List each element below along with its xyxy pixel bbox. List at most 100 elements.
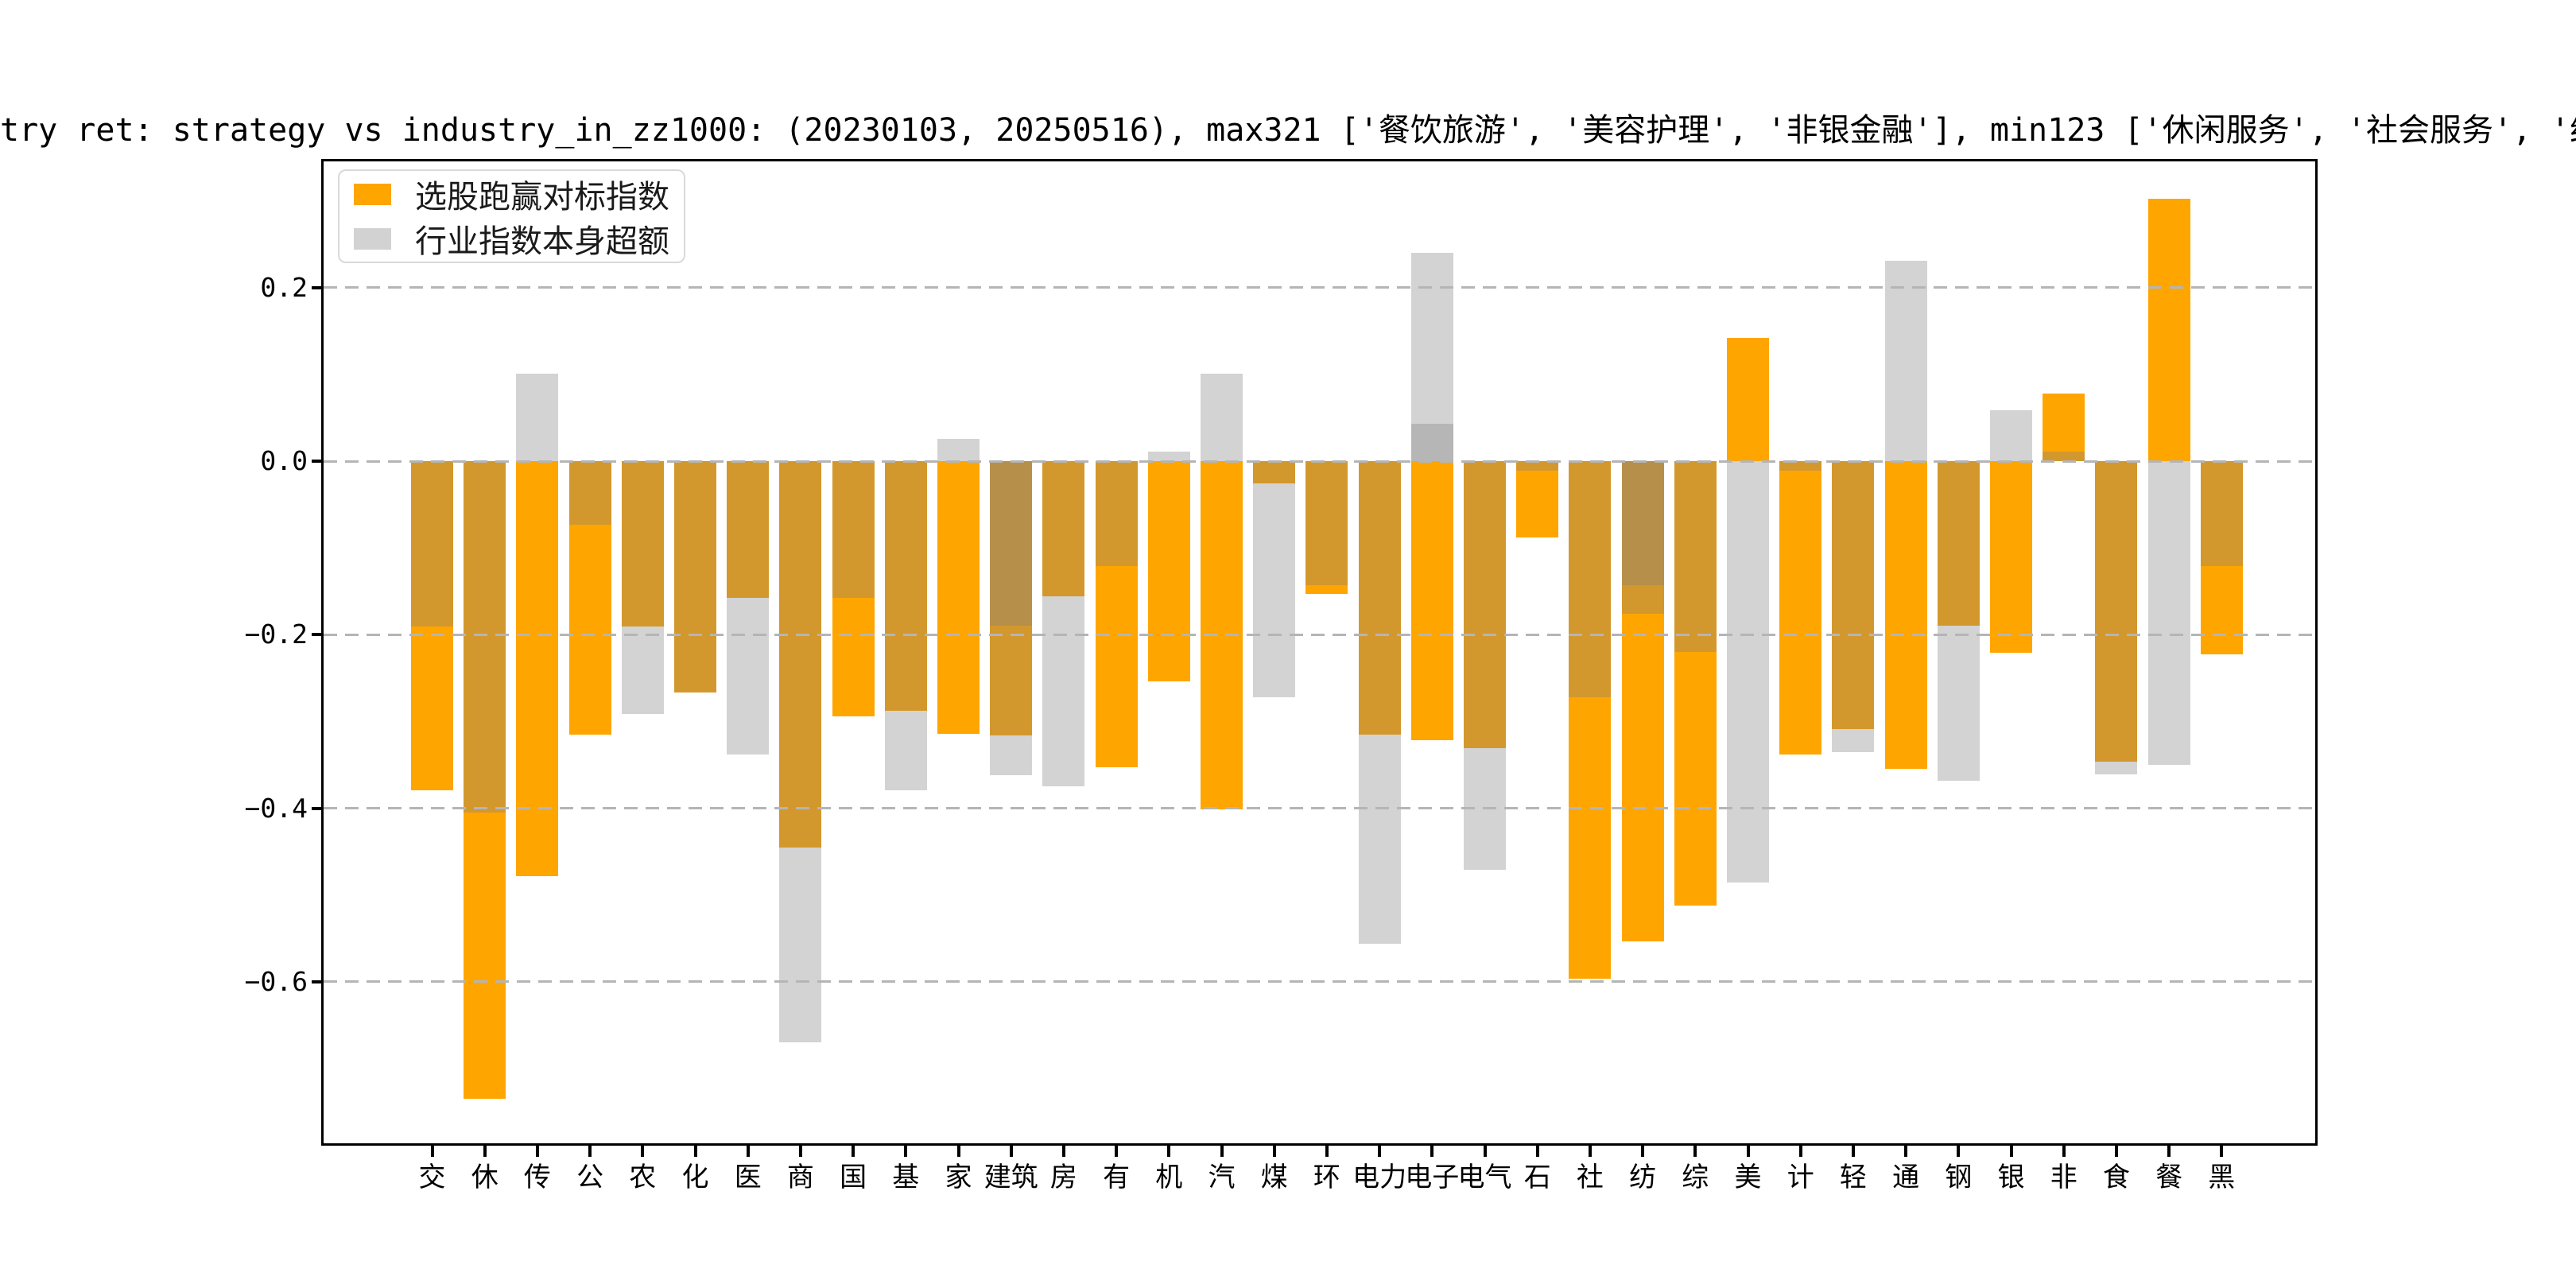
bar-orange-纺 [1621,461,1664,941]
bar-gray-美 [1727,461,1769,883]
bar-orange-有 [1095,461,1138,768]
bar-orange-综 [1674,461,1717,906]
bar-orange-化 [674,461,716,693]
bar-column-银 [1990,159,2032,1146]
y-tick-mark [312,460,321,463]
x-tick-mark [430,1146,434,1157]
x-tick-mark [693,1146,697,1157]
x-tick-label-建筑: 建筑 [983,1162,1038,1193]
x-tick-mark [1693,1146,1697,1157]
x-tick-label-化: 化 [681,1162,709,1193]
bar-gray-电子 [1410,424,1453,461]
y-tick-label-0.2: 0.2 [260,271,308,303]
x-tick-label-环: 环 [1313,1162,1340,1193]
x-tick-mark [2009,1146,2013,1157]
bar-gray-交 [411,461,453,627]
x-tick-mark [2220,1146,2224,1157]
y-tick-label-−0.4: −0.4 [244,792,308,824]
bar-orange-石 [1516,461,1559,538]
x-tick-label-综: 综 [1682,1162,1709,1193]
bar-orange-社 [1569,461,1612,979]
bar-gray-钢 [1937,461,1980,781]
bar-gray-建筑 [990,461,1033,776]
x-tick-label-基: 基 [892,1162,920,1193]
bar-column-美 [1727,159,1769,1146]
bar-gray-公 [568,461,611,525]
x-tick-mark [588,1146,592,1157]
x-tick-label-美: 美 [1734,1162,1762,1193]
grid-layer [321,159,2318,1146]
bar-column-计 [1779,159,1822,1146]
y-tick-mark [312,806,321,810]
bar-column-纺 [1621,159,1664,1146]
x-tick-mark [483,1146,487,1157]
bar-gray-纺 [1621,461,1664,586]
x-tick-label-电气: 电气 [1457,1162,1512,1193]
legend: 选股跑赢对标指数 行业指数本身超额 [338,169,685,263]
x-tick-mark [904,1146,908,1157]
bar-gray-传 [516,373,559,461]
bar-column-社 [1569,159,1612,1146]
legend-swatch-gray [354,227,391,250]
bar-orange-公 [568,461,611,735]
bar-orange-煤 [1253,461,1296,484]
x-tick-label-社: 社 [1576,1162,1604,1193]
x-tick-label-煤: 煤 [1260,1162,1288,1193]
bar-gray-黑 [2200,461,2243,567]
bar-column-交 [411,159,453,1146]
bar-column-农 [621,159,664,1146]
bar-gray-煤 [1253,461,1296,697]
y-tick-mark [312,633,321,637]
bar-column-建筑 [990,159,1033,1146]
bar-column-黑 [2200,159,2243,1146]
bar-column-餐 [2147,159,2190,1146]
bar-gray-休 [464,461,506,813]
x-tick-mark [1957,1146,1961,1157]
x-tick-mark [1430,1146,1434,1157]
x-tick-label-钢: 钢 [1945,1162,1973,1193]
bar-gray-通 [1884,260,1927,461]
x-tick-label-黑: 黑 [2208,1162,2236,1193]
x-tick-label-纺: 纺 [1629,1162,1657,1193]
bar-gray-有 [1095,461,1138,567]
bar-gray-房 [1042,461,1085,787]
gridline-−0.6 [324,980,2315,983]
x-tick-label-汽: 汽 [1208,1162,1236,1193]
bar-orange-商 [779,461,822,848]
bar-column-电子 [1410,159,1453,1146]
bar-gray-电力 [1358,461,1401,944]
y-tick-label-−0.6: −0.6 [244,965,308,997]
bar-gray-电气 [1464,461,1506,871]
x-tick-label-休: 休 [471,1162,499,1193]
x-tick-mark [1325,1146,1329,1157]
bar-column-国 [832,159,875,1146]
bar-gray-化 [674,461,716,693]
bar-orange-传 [516,461,559,876]
bar-column-食 [2095,159,2138,1146]
x-tick-mark [1535,1146,1539,1157]
bar-orange-非 [2043,393,2085,461]
bar-gray-基 [884,461,927,790]
bars-layer [321,159,2318,1146]
x-tick-label-医: 医 [734,1162,762,1193]
x-tick-mark [1009,1146,1013,1157]
bar-gray-非 [2043,451,2085,461]
x-tick-mark [956,1146,960,1157]
x-tick-label-国: 国 [840,1162,867,1193]
bar-gray-农 [621,461,664,714]
bar-orange-电力 [1358,461,1401,735]
x-tick-label-银: 银 [1997,1162,2025,1193]
bar-orange-农 [621,461,664,627]
legend-label-industry: 行业指数本身超额 [415,224,669,259]
x-tick-mark [2062,1146,2066,1157]
x-tick-label-食: 食 [2102,1162,2130,1193]
bar-column-电力 [1358,159,1401,1146]
x-tick-label-农: 农 [629,1162,657,1193]
bar-column-商 [779,159,822,1146]
bar-gray-银 [1990,409,2032,461]
x-tick-mark [1641,1146,1645,1157]
y-tick-mark [312,980,321,983]
bar-gray-轻 [1832,461,1875,752]
x-tick-label-餐: 餐 [2155,1162,2183,1193]
bar-column-医 [727,159,770,1146]
